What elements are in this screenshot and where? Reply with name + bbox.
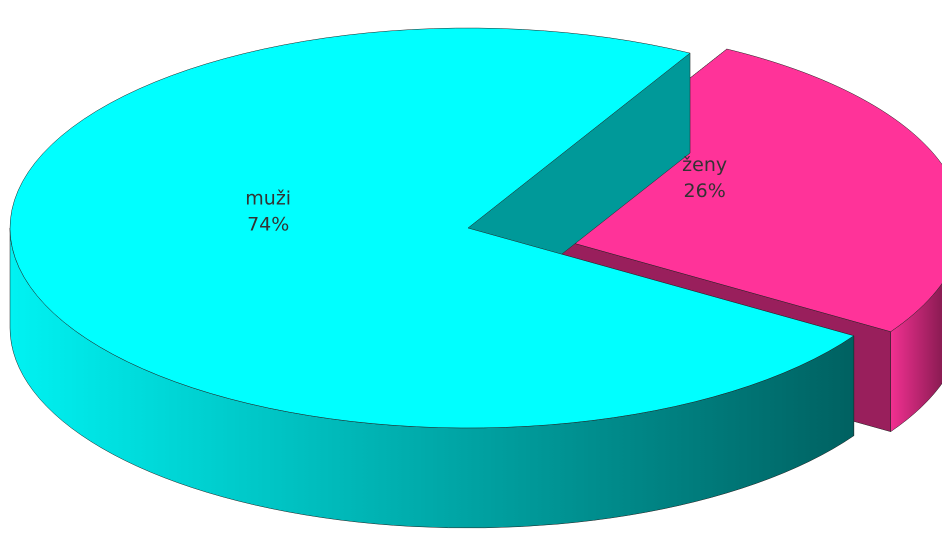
- slice-label: ženy 26%: [682, 154, 727, 202]
- pie-slice: [9, 27, 855, 429]
- value-label: 74%: [247, 214, 289, 236]
- slice-side: [890, 283, 942, 433]
- category-label: muži: [245, 188, 291, 210]
- category-label: ženy: [682, 154, 727, 176]
- pie-slice: [504, 48, 942, 332]
- slice-label: muži 74%: [245, 188, 291, 236]
- value-label: 26%: [684, 180, 726, 202]
